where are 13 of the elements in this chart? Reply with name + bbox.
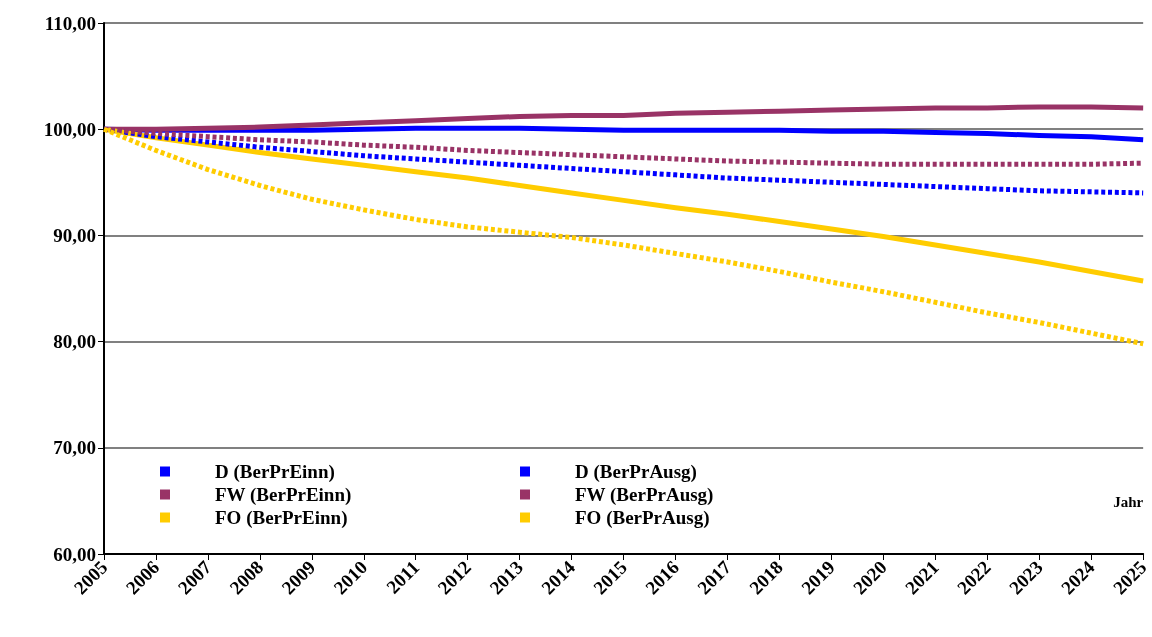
legend-label: D (BerPrEinn) — [215, 461, 335, 483]
legend-label: FW (BerPrEinn) — [215, 484, 352, 506]
y-tick-label: 100,00 — [43, 118, 96, 140]
y-tick-label: 70,00 — [53, 437, 96, 459]
legend-label: FO (BerPrEinn) — [215, 507, 348, 529]
legend-label: FW (BerPrAusg) — [575, 484, 714, 506]
legend-label: FO (BerPrAusg) — [575, 507, 710, 529]
y-tick-label: 90,00 — [53, 224, 96, 246]
x-tick-label: 2011 — [382, 556, 424, 598]
x-axis-title: Jahr — [1113, 493, 1144, 510]
y-tick-label: 110,00 — [44, 12, 96, 34]
legend-label: D (BerPrAusg) — [575, 461, 697, 483]
y-tick-label: 80,00 — [53, 331, 96, 353]
